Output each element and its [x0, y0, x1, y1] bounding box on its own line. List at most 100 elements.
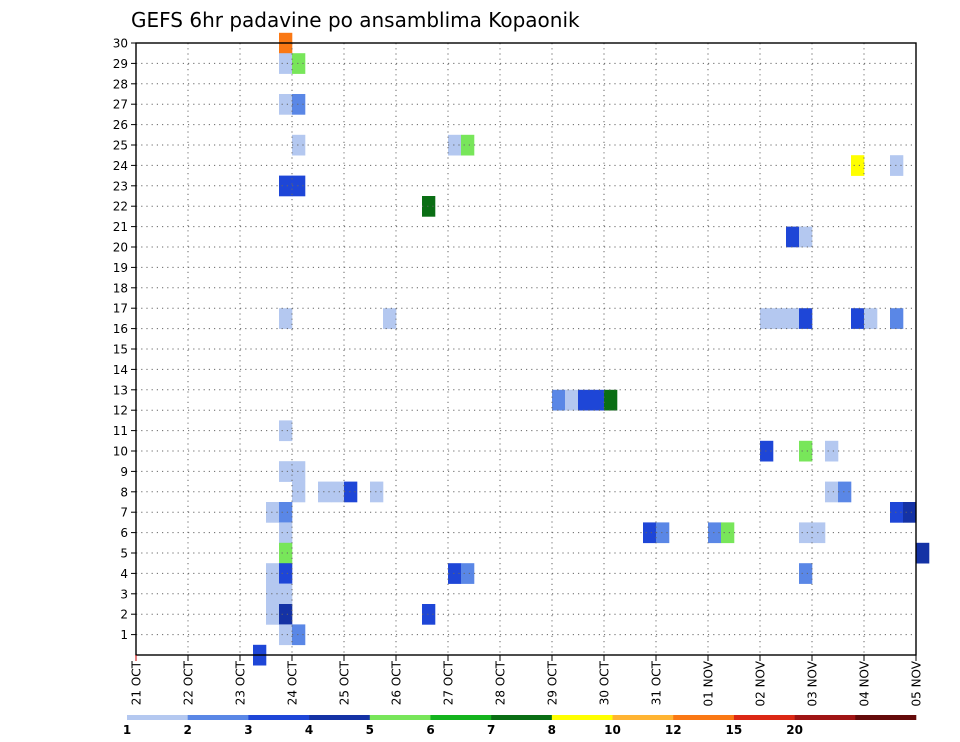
x-tick-label: 27 OCT: [442, 660, 456, 705]
y-tick-label: 9: [120, 465, 128, 479]
heatmap-cell: [279, 53, 293, 74]
legend-label: 3: [244, 723, 252, 737]
heatmap-cell: [292, 53, 306, 74]
y-tick-label: 23: [113, 179, 128, 193]
y-tick-label: 8: [120, 485, 128, 499]
heatmap-cell: [799, 563, 813, 584]
legend-label: 20: [786, 723, 803, 737]
heatmap-cell: [461, 134, 475, 156]
heatmap-cell: [760, 308, 774, 329]
y-tick-label: 2: [120, 608, 128, 622]
legend-swatch: [855, 715, 917, 720]
legend-swatch: [187, 715, 249, 720]
heatmap-cell: [890, 155, 904, 176]
legend-label: 15: [726, 723, 743, 737]
heatmap-cell: [708, 522, 722, 544]
heatmap-cell: [279, 308, 293, 329]
heatmap-cell: [604, 389, 618, 411]
x-tick-label: 01 NOV: [702, 660, 716, 706]
x-tick-label: 03 NOV: [806, 660, 820, 706]
heatmap-cell: [279, 502, 293, 523]
heatmap-cell: [279, 563, 293, 584]
x-tick-label: 31 OCT: [650, 660, 664, 705]
heatmap-cell: [851, 155, 865, 176]
legend-swatch: [491, 715, 553, 720]
y-tick-label: 15: [113, 343, 128, 357]
x-tick-label: 21 OCT: [130, 660, 144, 705]
heatmap-cell: [851, 308, 865, 329]
heatmap-cell: [279, 94, 293, 115]
heatmap-cell: [656, 522, 670, 544]
y-tick-label: 12: [113, 404, 128, 418]
color-legend: 1 2 3 4 5 6 7 8 10 12 15 20: [123, 715, 917, 737]
legend-swatch: [430, 715, 492, 720]
heatmap-cell: [799, 522, 813, 544]
x-tick-label: 26 OCT: [390, 660, 404, 705]
legend-label: 10: [604, 723, 621, 737]
heatmap-cells: [253, 32, 930, 666]
heatmap-cell: [279, 624, 293, 646]
heatmap-cell: [279, 583, 293, 605]
legend-swatch: [794, 715, 856, 720]
x-tick-label: 30 OCT: [598, 660, 612, 705]
y-tick-label: 6: [120, 526, 128, 540]
y-tick-label: 25: [113, 139, 128, 153]
heatmap-cell: [279, 604, 293, 625]
legend-swatch: [733, 715, 795, 720]
heatmap-cell: [786, 308, 800, 329]
heatmap-cell: [799, 226, 813, 248]
y-tick-label: 21: [113, 220, 128, 234]
legend-label: 1: [123, 723, 131, 737]
heatmap-cell: [565, 389, 579, 411]
x-tick-label: 24 OCT: [286, 660, 300, 705]
legend-label: 4: [305, 723, 313, 737]
x-tick-label: 29 OCT: [546, 660, 560, 705]
legend-swatch: [248, 715, 310, 720]
heatmap-cell: [838, 481, 852, 503]
legend-label: 2: [184, 723, 192, 737]
legend-swatch: [551, 715, 613, 720]
heatmap-cell: [292, 624, 306, 646]
heatmap-cell: [422, 604, 436, 625]
heatmap-cell: [903, 502, 917, 523]
heatmap-cell: [279, 522, 293, 544]
y-tick-label: 3: [120, 587, 128, 601]
y-tick-label: 7: [120, 506, 128, 520]
heatmap-cell: [916, 542, 930, 564]
x-tick-label: 28 OCT: [494, 660, 508, 705]
heatmap-cell: [760, 440, 774, 462]
heatmap-cell: [266, 583, 280, 605]
heatmap-cell: [292, 481, 306, 503]
heatmap-cell: [383, 308, 397, 329]
heatmap-cell: [292, 134, 306, 156]
heatmap-cell: [799, 308, 813, 329]
y-tick-label: 24: [113, 159, 128, 173]
heatmap-cell: [773, 308, 787, 329]
legend-swatch: [612, 715, 674, 720]
x-tick-label: 22 OCT: [182, 660, 196, 705]
heatmap-cell: [799, 440, 813, 462]
y-tick-label: 5: [120, 547, 128, 561]
heatmap-cell: [721, 522, 735, 544]
heatmap-cell: [292, 175, 306, 197]
y-tick-label: 13: [113, 383, 128, 397]
heatmap-cell: [266, 604, 280, 625]
heatmap-cell: [643, 522, 657, 544]
x-tick-label: 05 NOV: [910, 660, 924, 706]
heatmap-cell: [266, 502, 280, 523]
legend-swatch: [127, 715, 188, 720]
legend-swatch: [369, 715, 431, 720]
heatmap-cell: [422, 196, 436, 217]
y-tick-label: 20: [113, 241, 128, 255]
heatmap-cell: [591, 389, 605, 411]
heatmap-cell: [890, 308, 904, 329]
y-tick-label: 16: [113, 322, 128, 336]
heatmap-cell: [786, 226, 800, 248]
y-axis: 1234567891011121314151617181920212223242…: [113, 37, 136, 642]
legend-label: 5: [366, 723, 374, 737]
x-tick-label: 23 OCT: [234, 660, 248, 705]
heatmap-cell: [344, 481, 358, 503]
heatmap-cell: [812, 522, 826, 544]
y-tick-label: 11: [113, 424, 128, 438]
x-tick-label: 04 NOV: [858, 660, 872, 706]
